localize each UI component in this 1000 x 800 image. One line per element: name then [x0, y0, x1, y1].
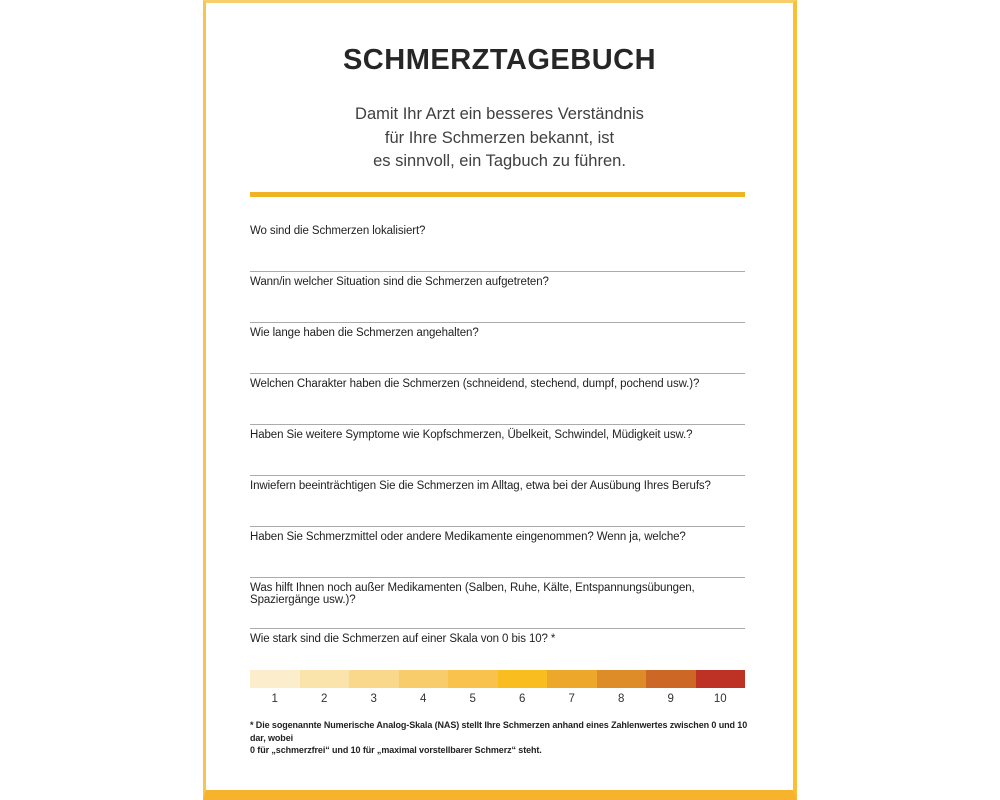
question-label: Was hilft Ihnen noch außer Medikamenten …: [250, 582, 695, 606]
pain-scale-number: 10: [713, 693, 727, 705]
pain-scale-segment: [695, 670, 745, 688]
pain-scale-number: 9: [667, 693, 674, 705]
pain-scale: 1 2 3 4 5 6 7 8 9 10: [250, 670, 745, 705]
pain-scale-bar: [250, 670, 745, 688]
pain-scale-segment: [398, 670, 448, 688]
pain-scale-segment: [497, 670, 547, 688]
question-row: Haben Sie weitere Symptome wie Kopfschme…: [250, 425, 745, 476]
accent-divider-bar: [250, 192, 745, 197]
pain-scale-number: 2: [321, 693, 328, 705]
question-label: Wo sind die Schmerzen lokalisiert?: [250, 225, 426, 237]
pain-scale-number: 1: [271, 693, 278, 705]
question-row: Was hilft Ihnen noch außer Medikamenten …: [250, 578, 745, 629]
pain-scale-segment: [646, 670, 696, 688]
pain-scale-numbers: 1 2 3 4 5 6 7 8 9 10: [250, 693, 745, 705]
pain-scale-number: 4: [420, 693, 427, 705]
questions-list: Wo sind die Schmerzen lokalisiert? Wann/i…: [250, 221, 745, 680]
subtitle-line-2: für Ihre Schmerzen bekannt, ist: [384, 128, 615, 147]
pain-diary-page: SCHMERZTAGEBUCH Damit Ihr Arzt ein besse…: [203, 0, 797, 800]
question-row: Haben Sie Schmerzmittel oder andere Medi…: [250, 527, 745, 578]
question-label: Inwiefern beeinträchtigen Sie die Schmer…: [250, 480, 711, 492]
question-label: Wann/in welcher Situation sind die Schme…: [250, 276, 549, 288]
pain-scale-number: 6: [519, 693, 526, 705]
footnote-line-2: 0 für „schmerzfrei“ und 10 für „maximal …: [250, 745, 542, 755]
pain-scale-segment: [448, 670, 498, 688]
question-row: Wo sind die Schmerzen lokalisiert?: [250, 221, 745, 272]
pain-scale-number: 8: [618, 693, 625, 705]
question-row: Inwiefern beeinträchtigen Sie die Schmer…: [250, 476, 745, 527]
page-title: SCHMERZTAGEBUCH: [342, 44, 657, 76]
pain-scale-segment: [596, 670, 646, 688]
subtitle-line-1: Damit Ihr Arzt ein besseres Verständnis: [355, 105, 644, 123]
question-row: Wie stark sind die Schmerzen auf einer S…: [250, 629, 745, 680]
question-label: Haben Sie weitere Symptome wie Kopfschme…: [250, 429, 693, 441]
page-subtitle: Damit Ihr Arzt ein besseres Verständnis …: [206, 103, 793, 174]
footnote: * Die sogenannte Numerische Analog-Skala…: [250, 719, 760, 757]
pain-scale-segment: [250, 670, 300, 688]
pain-scale-segment: [349, 670, 399, 688]
question-label: Haben Sie Schmerzmittel oder andere Medi…: [250, 531, 686, 543]
pain-scale-number: 3: [370, 693, 377, 705]
question-label: Wie stark sind die Schmerzen auf einer S…: [250, 633, 556, 645]
subtitle-line-3: es sinnvoll, ein Tagbuch zu führen.: [373, 152, 626, 170]
question-row: Wie lange haben die Schmerzen angehalten…: [250, 323, 745, 374]
pain-scale-segment: [299, 670, 349, 688]
question-label: Wie lange haben die Schmerzen angehalten…: [250, 327, 479, 339]
question-label: Welchen Charakter haben die Schmerzen (s…: [250, 378, 700, 390]
pain-scale-number: 5: [469, 693, 476, 705]
pain-scale-segment: [547, 670, 597, 688]
question-row: Wann/in welcher Situation sind die Schme…: [250, 272, 745, 323]
pain-scale-number: 7: [568, 693, 575, 705]
question-row: Welchen Charakter haben die Schmerzen (s…: [250, 374, 745, 425]
footnote-line-1: * Die sogenannte Numerische Analog-Skala…: [250, 720, 748, 743]
